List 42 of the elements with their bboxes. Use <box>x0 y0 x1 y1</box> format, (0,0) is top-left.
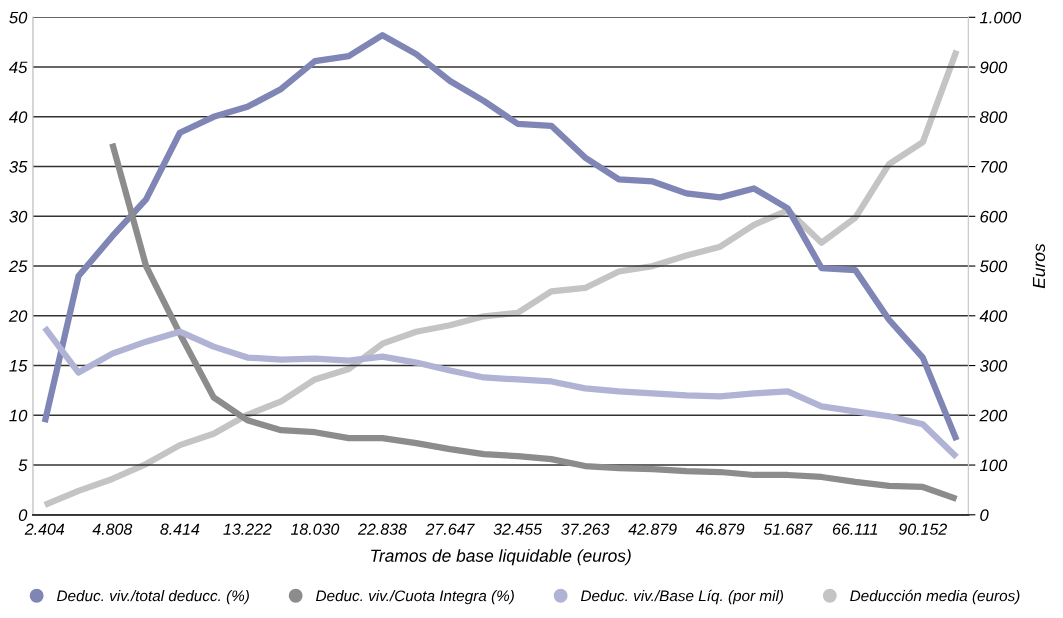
y-tick-label: 50 <box>9 11 28 24</box>
x-tick-label: 42.879 <box>628 523 677 535</box>
legend-label: Deduc. viv./Base Líq. (por mil) <box>580 589 784 605</box>
y-tick-label: 40 <box>8 111 28 124</box>
y2-tick-label: 700 <box>981 160 1008 173</box>
y-tick-label: 25 <box>8 260 28 273</box>
y-tick-label: 15 <box>9 360 28 372</box>
legend-label: Deduc. viv./Cuota Integra (%) <box>316 590 514 605</box>
y2-tick-label: 800 <box>979 111 1008 124</box>
x-tick-label: 8.414 <box>160 523 200 535</box>
x-tick-label: 18.030 <box>290 523 340 535</box>
y2-tick-label: 600 <box>980 210 1008 223</box>
x-tick-label: 46.879 <box>695 523 745 535</box>
y2-tick-label: 900 <box>980 61 1008 74</box>
y2-tick-label: 0 <box>980 509 989 521</box>
y-tick-label: 5 <box>18 459 28 472</box>
y-tick-label: 45 <box>8 61 28 74</box>
legend-label: Deducción media (euros) <box>850 589 1020 605</box>
x-tick-label: 32.455 <box>493 523 543 535</box>
y-tick-label: 35 <box>9 160 28 173</box>
x-tick-label: 90.152 <box>898 523 947 535</box>
legend-label: Deduc. viv./total deducc. (%) <box>57 590 249 605</box>
x-tick-label: 2.404 <box>24 523 65 535</box>
y2-tick-label: 100 <box>979 459 1008 472</box>
x-tick-label: 13.222 <box>223 523 272 535</box>
x-tick-label: 37.263 <box>561 523 610 535</box>
y2-tick-label: 300 <box>979 359 1008 372</box>
x-tick-label: 22.838 <box>357 523 407 535</box>
x-tick-label: 66.111 <box>832 523 878 535</box>
y-tick-label: 30 <box>9 210 28 223</box>
x-tick-label: 51.687 <box>763 523 813 535</box>
y2-tick-label: 400 <box>979 310 1008 322</box>
x-axis-title: Tramos de base liquidable (euros) <box>371 549 631 566</box>
y-tick-label: 0 <box>18 509 28 521</box>
x-tick-label: 27.647 <box>425 523 475 535</box>
y2-axis-title: Euros <box>1032 243 1046 289</box>
x-tick-label: 4.808 <box>92 523 133 535</box>
y-tick-label: 20 <box>8 310 28 322</box>
y2-tick-label: 1.000 <box>979 11 1022 24</box>
y2-tick-label: 200 <box>979 409 1008 422</box>
y-tick-label: 10 <box>9 409 28 422</box>
y2-tick-label: 500 <box>979 260 1008 273</box>
